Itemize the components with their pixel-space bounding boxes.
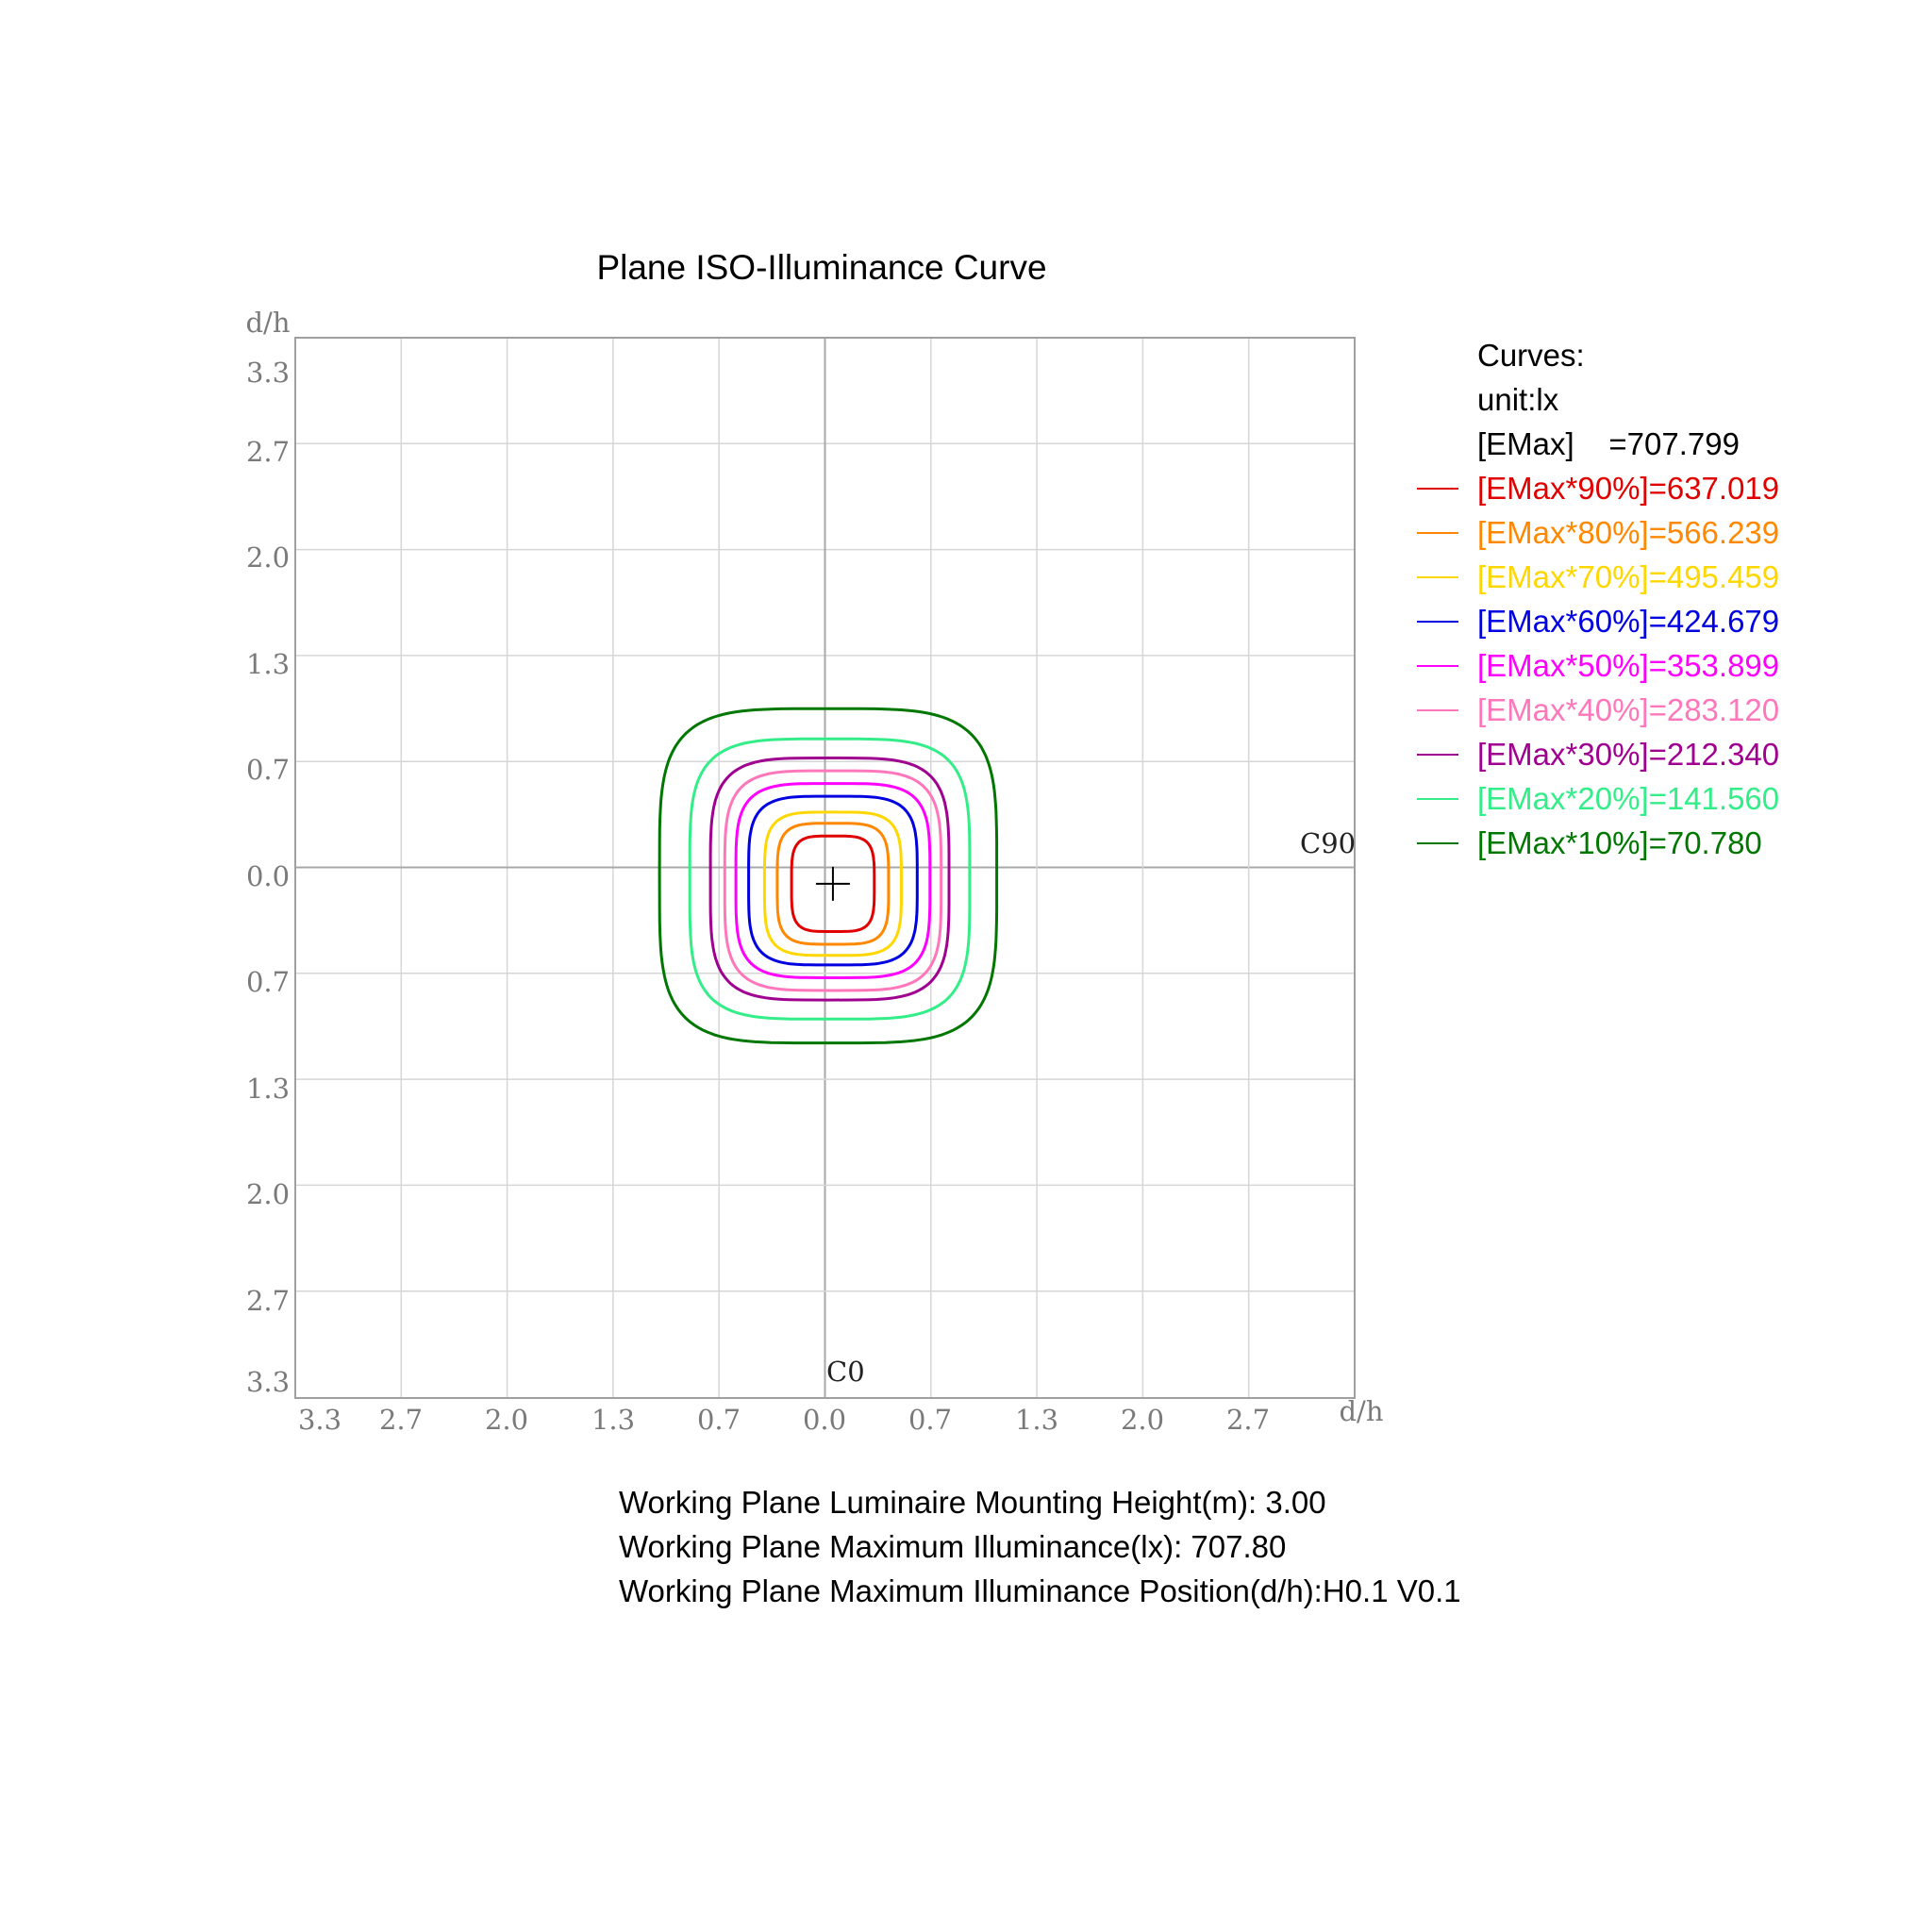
info-mounting-height: Working Plane Luminaire Mounting Height(… (619, 1485, 1326, 1520)
c90-label: C90 (1300, 827, 1356, 859)
y-tick-label: 2.0 (246, 541, 290, 574)
y-tick-label: 2.0 (246, 1178, 290, 1210)
iso-curve (708, 756, 951, 1002)
y-tick-label: 1.3 (246, 648, 290, 680)
legend: Curves: unit:lx [EMax] =707.799 [EMax*90%]=… (1417, 338, 1779, 860)
plot-frame (294, 337, 1356, 1399)
x-tick-label: 1.3 (1015, 1404, 1058, 1436)
y-tick-label: 3.3 (246, 1366, 290, 1398)
x-tick-label: 0.7 (697, 1404, 741, 1436)
x-tick-label: 2.0 (485, 1404, 528, 1436)
legend-entry: [EMax*30%]=212.340 (1477, 737, 1779, 772)
legend-entry: [EMax*40%]=283.120 (1477, 692, 1779, 727)
c0-label: C0 (826, 1356, 865, 1388)
legend-entry: [EMax*90%]=637.019 (1477, 471, 1779, 506)
legend-header: Curves: (1477, 338, 1585, 373)
chart-title: Plane ISO-Illuminance Curve (596, 248, 1046, 287)
grid (294, 337, 1356, 1399)
iso-curve (747, 794, 919, 967)
x-tick-label: 1.3 (591, 1404, 635, 1436)
iso-curves (658, 707, 999, 1045)
iso-curve (734, 782, 932, 980)
legend-header: [EMax] =707.799 (1477, 426, 1740, 461)
x-tick-label: 2.7 (1226, 1404, 1270, 1436)
iso-curve (762, 810, 903, 957)
iso-curve (775, 822, 891, 946)
y-tick-label: 0.0 (246, 860, 290, 892)
y-tick-label: 2.7 (246, 1285, 290, 1317)
max-position-marker (815, 866, 850, 901)
y-tick-label: 0.7 (246, 754, 290, 786)
iso-curve (790, 834, 876, 933)
iso-curve (658, 707, 999, 1045)
x-tick-label: 2.7 (379, 1404, 423, 1436)
y-tick-label: 2.7 (246, 436, 290, 468)
info-max-position: Working Plane Maximum Illuminance Positi… (619, 1573, 1461, 1608)
iso-curve (688, 737, 972, 1021)
x-axis-label: d/h (1339, 1395, 1383, 1427)
info-block: Working Plane Luminaire Mounting Height(… (619, 1485, 1461, 1608)
legend-entry: [EMax*70%]=495.459 (1477, 559, 1779, 594)
y-tick-label: 1.3 (246, 1073, 290, 1105)
x-tick-label: 2.0 (1121, 1404, 1164, 1436)
info-max-illuminance: Working Plane Maximum Illuminance(lx): 7… (619, 1529, 1286, 1564)
tick-labels: 3.3 2.7 2.0 1.3 0.7 0.0 0.7 1.3 2.0 2.7 3.3 2.7 2.0 1… (246, 357, 1270, 1436)
y-tick-label: 0.7 (246, 966, 290, 998)
legend-entry: [EMax*20%]=141.560 (1477, 781, 1779, 816)
x-tick-label: 3.3 (298, 1404, 341, 1436)
x-tick-label: 0.7 (908, 1404, 952, 1436)
y-tick-label: 3.3 (246, 357, 290, 389)
y-axis-label: d/h (245, 307, 290, 339)
legend-entry: [EMax*60%]=424.679 (1477, 604, 1779, 639)
iso-curve (723, 769, 943, 992)
legend-entry: [EMax*50%]=353.899 (1477, 648, 1779, 683)
legend-header: unit:lx (1477, 382, 1559, 417)
x-tick-label: 0.0 (803, 1404, 846, 1436)
legend-entry: [EMax*10%]=70.780 (1477, 825, 1762, 860)
legend-entry: [EMax*80%]=566.239 (1477, 515, 1779, 550)
